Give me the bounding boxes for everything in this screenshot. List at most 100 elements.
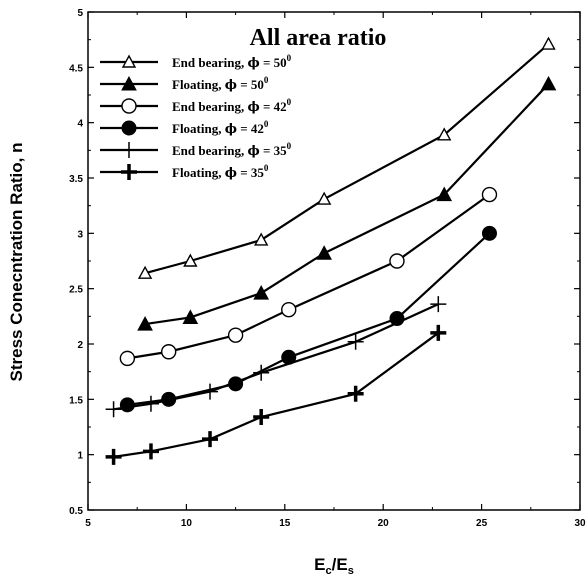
legend-label-deg: 0 xyxy=(287,53,292,63)
data-point xyxy=(253,285,270,300)
data-point xyxy=(105,448,122,465)
data-point xyxy=(347,385,364,402)
series-4 xyxy=(105,296,447,418)
data-point xyxy=(183,253,198,267)
y-tick-label: 1.5 xyxy=(69,395,83,406)
legend-label-name-eq: = 50 xyxy=(237,77,264,92)
legend-label: End bearing, ϕ = 350 xyxy=(172,141,292,159)
y-tick-label: 3.5 xyxy=(69,174,83,185)
data-point xyxy=(202,383,219,400)
legend-label-name-prefix: End bearing, xyxy=(172,55,248,70)
legend-label-deg: 0 xyxy=(264,75,269,85)
legend-item-1: Floating, ϕ = 500 xyxy=(100,75,269,93)
x-tick-label: 5 xyxy=(85,518,91,529)
legend-label: End bearing, ϕ = 420 xyxy=(172,97,292,115)
data-point xyxy=(105,401,122,418)
data-point xyxy=(142,443,159,460)
series-1 xyxy=(137,75,557,331)
y-tick-label: 1 xyxy=(77,451,83,462)
data-point xyxy=(436,186,453,202)
series-2 xyxy=(119,186,498,367)
data-point xyxy=(481,225,497,241)
data-point xyxy=(227,327,244,343)
legend-item-0: End bearing, ϕ = 500 xyxy=(100,53,292,71)
series-layer xyxy=(105,36,557,465)
legend-label-phi: ϕ xyxy=(248,56,260,71)
x-tick-label: 25 xyxy=(476,518,488,529)
plot-frame xyxy=(87,11,581,511)
legend-label-phi: ϕ xyxy=(248,144,260,159)
y-tick-label: 3 xyxy=(77,229,83,240)
legend-label-name-prefix: End bearing, xyxy=(172,99,248,114)
x-axis-label-main: E xyxy=(314,555,325,574)
marker-circle-filled xyxy=(121,120,137,136)
series-3 xyxy=(119,225,497,413)
legend-label-deg: 0 xyxy=(287,97,292,107)
marker-circle-open xyxy=(121,98,137,114)
series-line xyxy=(144,43,550,275)
legend-label-name-eq: = 42 xyxy=(237,121,264,136)
data-point xyxy=(119,397,135,413)
data-point xyxy=(540,75,557,91)
legend-label-phi: ϕ xyxy=(225,78,237,93)
marker-plus-bold xyxy=(121,164,137,180)
data-point xyxy=(142,395,159,412)
x-tick-label: 30 xyxy=(574,518,586,529)
x-tick-label: 15 xyxy=(279,518,291,529)
legend-label-phi: ϕ xyxy=(225,122,237,137)
data-point xyxy=(541,36,556,50)
marker-plus-thin xyxy=(121,142,137,158)
data-point xyxy=(182,309,199,324)
data-point xyxy=(347,333,364,350)
legend-label-name-eq: = 35 xyxy=(237,165,264,180)
legend-label-deg: 0 xyxy=(264,163,269,173)
y-tick-label: 4.5 xyxy=(69,63,83,74)
data-point xyxy=(137,265,153,279)
data-point xyxy=(437,127,452,141)
data-point xyxy=(254,232,269,246)
legend-label: Floating, ϕ = 500 xyxy=(172,75,269,93)
y-tick-label: 5 xyxy=(77,8,83,19)
x-axis-label-sub-s: s xyxy=(348,565,354,577)
data-point xyxy=(253,364,270,381)
data-point xyxy=(281,349,297,365)
data-point xyxy=(430,296,447,313)
x-tick-label: 20 xyxy=(378,518,390,529)
legend-item-5: Floating, ϕ = 350 xyxy=(100,163,269,181)
legend-label-deg: 0 xyxy=(287,141,292,151)
data-point xyxy=(389,253,405,269)
y-tick-label: 4 xyxy=(77,119,83,130)
data-point xyxy=(316,191,332,205)
legend-label-name-prefix: Floating, xyxy=(172,77,225,92)
legend-label-deg: 0 xyxy=(264,119,269,129)
series-line xyxy=(113,303,439,411)
legend: All area ratio End bearing, ϕ = 500Float… xyxy=(100,25,386,181)
legend-label-name-prefix: Floating, xyxy=(172,121,225,136)
data-point xyxy=(137,316,153,331)
x-axis-label-sub-c: c xyxy=(326,565,332,577)
legend-label-name-eq: = 42 xyxy=(260,99,287,114)
legend-label: Floating, ϕ = 350 xyxy=(172,163,269,181)
legend-label-name-eq: = 35 xyxy=(260,143,287,158)
marker-triangle-filled xyxy=(121,75,137,91)
x-axis-label-sep: /E xyxy=(332,555,348,574)
data-point xyxy=(316,245,332,260)
data-point xyxy=(281,301,297,318)
chart-title: All area ratio xyxy=(250,25,387,51)
series-0 xyxy=(137,36,556,279)
series-line xyxy=(144,83,550,326)
y-tick-label: 0.5 xyxy=(69,506,83,517)
data-point xyxy=(160,344,177,360)
x-tick-label: 10 xyxy=(181,518,193,529)
data-point xyxy=(430,324,447,341)
data-point xyxy=(481,186,498,203)
data-point xyxy=(119,350,136,367)
series-5 xyxy=(105,324,447,465)
legend-item-4: End bearing, ϕ = 350 xyxy=(100,141,292,159)
legend-label-phi: ϕ xyxy=(248,100,260,115)
marker-triangle-open xyxy=(121,54,137,68)
legend-label-name-prefix: End bearing, xyxy=(172,143,248,158)
y-tick-label: 2 xyxy=(77,340,83,351)
data-point xyxy=(253,409,270,426)
